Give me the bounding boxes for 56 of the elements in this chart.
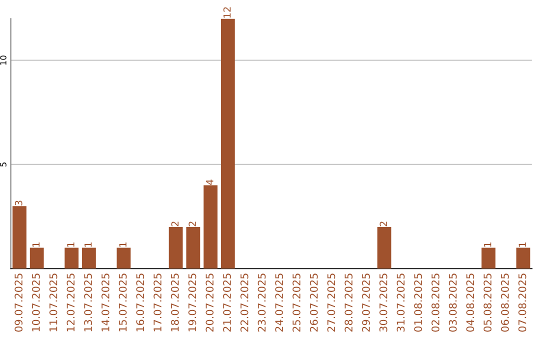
x-tick-label: 16.07.2025 — [136, 274, 144, 332]
bar — [30, 248, 44, 269]
x-tick-label: 03.08.2025 — [448, 274, 457, 332]
bar — [220, 18, 235, 269]
x-tick-label: 07.08.2025 — [518, 274, 526, 332]
bar — [116, 248, 131, 269]
x-tick-label: 10.07.2025 — [32, 274, 40, 332]
bar — [64, 248, 79, 269]
data-label: 3 — [14, 200, 22, 206]
x-tick-label: 27.07.2025 — [327, 274, 336, 332]
x-tick-label: 17.07.2025 — [154, 274, 162, 332]
bar — [168, 226, 183, 269]
x-tick-label: 01.08.2025 — [414, 274, 422, 332]
data-label: 12 — [223, 7, 231, 18]
bar — [377, 226, 392, 269]
x-tick-label: 12.07.2025 — [66, 274, 75, 332]
x-tick-label: 24.07.2025 — [275, 274, 284, 332]
x-tick-label: 20.07.2025 — [206, 274, 214, 332]
x-tick-label: 26.07.2025 — [310, 274, 318, 332]
x-tick-label: 02.08.2025 — [432, 274, 440, 332]
x-tick-label: 13.07.2025 — [84, 274, 92, 332]
data-label: 1 — [484, 242, 492, 247]
y-tick-label: 5 — [0, 162, 6, 166]
bar — [516, 248, 530, 269]
x-tick-label: 15.07.2025 — [118, 274, 127, 332]
data-label: 1 — [32, 242, 40, 247]
x-tick-label: 18.07.2025 — [170, 274, 179, 332]
x-tick-label: 30.07.2025 — [379, 274, 388, 332]
y-tick-label: 10 — [0, 56, 6, 65]
x-tick-label: 31.07.2025 — [396, 274, 405, 332]
x-tick-label: 25.07.2025 — [292, 274, 300, 332]
x-tick-label: 06.08.2025 — [500, 274, 509, 332]
data-label: 1 — [518, 242, 526, 247]
data-label: 4 — [206, 180, 214, 185]
x-tick-label: 11.07.2025 — [49, 274, 58, 332]
bar — [82, 248, 96, 269]
x-tick-label: 14.07.2025 — [101, 274, 110, 332]
bar — [186, 226, 200, 269]
x-tick-label: 04.08.2025 — [466, 274, 474, 332]
data-label: 2 — [171, 222, 178, 226]
bar — [204, 185, 218, 269]
x-tick-label: 09.07.2025 — [14, 274, 23, 332]
bar — [12, 206, 26, 269]
data-label: 1 — [67, 242, 74, 247]
x-tick-label: 21.07.2025 — [223, 274, 231, 332]
bar — [482, 248, 496, 269]
data-label: 2 — [188, 222, 196, 226]
x-tick-label: 28.07.2025 — [344, 274, 353, 332]
x-tick-label: 22.07.2025 — [240, 274, 248, 332]
data-label: 1 — [84, 242, 92, 247]
x-tick-label: 23.07.2025 — [258, 274, 266, 332]
x-tick-label: 29.07.2025 — [362, 274, 370, 332]
x-tick-label: 19.07.2025 — [188, 274, 196, 332]
data-label: 1 — [119, 242, 126, 247]
x-tick-label: 05.08.2025 — [484, 274, 492, 332]
data-label: 2 — [380, 222, 387, 226]
